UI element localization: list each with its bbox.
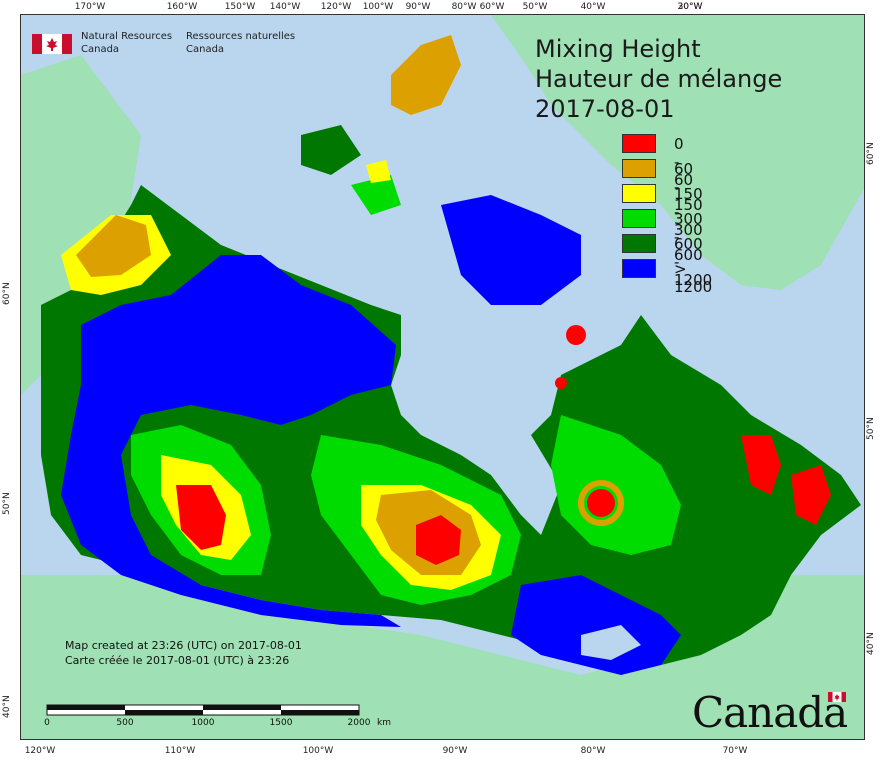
tick-label: 120°W — [320, 2, 352, 12]
tick-label: 60°N — [866, 142, 876, 165]
tick-label: 50°W — [522, 2, 548, 12]
scale-label: 0 — [44, 718, 50, 728]
arctic-island-2 — [351, 175, 401, 215]
mixing-height-map — [21, 15, 864, 739]
map-credits: Map created at 23:26 (UTC) on 2017-08-01… — [65, 638, 302, 668]
title-date: 2017-08-01 — [535, 95, 675, 123]
credit-french: Carte créée le 2017-08-01 (UTC) à 23:26 — [65, 654, 290, 667]
tick-label: 30°W — [677, 2, 703, 12]
tick-label: 20°W — [677, 2, 703, 12]
tick-label: 160°W — [166, 2, 198, 12]
blue-zone-east — [511, 575, 681, 675]
tick-label: 90°W — [442, 746, 468, 756]
tick-label: 90°W — [405, 2, 431, 12]
red-zone-prairies — [176, 485, 226, 550]
tick-label: 170°W — [74, 2, 106, 12]
agency-name-english: Natural Resources Canada — [81, 30, 191, 56]
legend-label: 150 - 300 — [674, 185, 703, 239]
legend-label: 300 - 600 — [674, 210, 703, 264]
tick-label: 70°W — [722, 746, 748, 756]
legend-swatch — [622, 184, 656, 203]
tick-label: 100°W — [302, 746, 334, 756]
agency-en-line2: Canada — [81, 44, 120, 55]
scale-bar: 0 500 1000 1500 2000 km — [44, 704, 391, 734]
light-green-zone-quebec — [551, 415, 681, 555]
usa-landmass — [21, 575, 864, 739]
legend-swatch — [622, 209, 656, 228]
blue-zone-west — [61, 255, 401, 627]
arctic-island-3 — [366, 160, 391, 183]
agency-fr-line1: Ressources naturelles — [186, 31, 296, 42]
agency-fr-line2: Canada — [186, 44, 225, 55]
arctic-island-1 — [301, 125, 361, 175]
scale-label: 500 — [116, 718, 134, 728]
wordmark-flag-icon — [828, 692, 846, 702]
tick-label: 80°W — [451, 2, 477, 12]
scale-label: 2000 — [347, 718, 371, 728]
legend-label: 60 - 150 — [674, 160, 703, 214]
agency-en-line1: Natural Resources — [81, 31, 173, 42]
agency-name-french: Ressources naturelles Canada — [186, 30, 306, 56]
tick-label: 60°N — [2, 282, 12, 305]
scale-label: 1500 — [269, 718, 293, 728]
legend-label: > 1200 — [674, 260, 713, 296]
orange-ring-quebec — [578, 480, 624, 526]
credit-english: Map created at 23:26 (UTC) on 2017-08-01 — [65, 639, 302, 652]
tick-label: 40°N — [866, 632, 876, 655]
legend-label: 0 - 60 — [674, 135, 694, 189]
blue-zone-arctic — [441, 195, 581, 305]
canada-flag-icon — [32, 34, 72, 54]
red-spot-nunavik — [555, 377, 567, 389]
red-spot-baffin — [566, 325, 586, 345]
map-canvas — [20, 14, 865, 740]
scale-label: 1000 — [191, 718, 215, 728]
legend-swatch — [622, 234, 656, 253]
red-zone-labrador — [741, 435, 781, 495]
orange-zone-ellesmere — [391, 35, 461, 115]
canada-wordmark: Canada — [692, 688, 848, 737]
greenland-landmass — [491, 15, 864, 290]
tick-label: 80°W — [580, 746, 606, 756]
tick-label: 60°W — [479, 2, 505, 12]
legend-label: 600 - 1200 — [674, 235, 713, 289]
legend-swatch — [622, 159, 656, 178]
tick-label: 100°W — [362, 2, 394, 12]
scale-unit: km — [377, 718, 391, 728]
tick-label: 120°W — [24, 746, 56, 756]
tick-label: 50°N — [866, 417, 876, 440]
title-english: Mixing Height — [535, 35, 701, 63]
red-spot-quebec — [587, 489, 615, 517]
red-zone-newfoundland — [791, 465, 831, 525]
red-zone-ontario — [416, 515, 461, 565]
title-french: Hauteur de mélange — [535, 65, 783, 93]
legend-swatch — [622, 134, 656, 153]
map-title: Mixing Height Hauteur de mélange 2017-08… — [535, 34, 782, 124]
orange-zone-yukon — [76, 215, 151, 277]
tick-label: 140°W — [269, 2, 301, 12]
scale-bar-graphic — [46, 704, 360, 716]
hudson-bay — [401, 325, 561, 465]
tick-label: 40°N — [2, 695, 12, 718]
tick-label: 40°W — [580, 2, 606, 12]
tick-label: 150°W — [224, 2, 256, 12]
legend-swatch — [622, 259, 656, 278]
tick-label: 50°N — [2, 492, 12, 515]
great-lakes — [581, 625, 641, 660]
tick-label: 110°W — [164, 746, 196, 756]
